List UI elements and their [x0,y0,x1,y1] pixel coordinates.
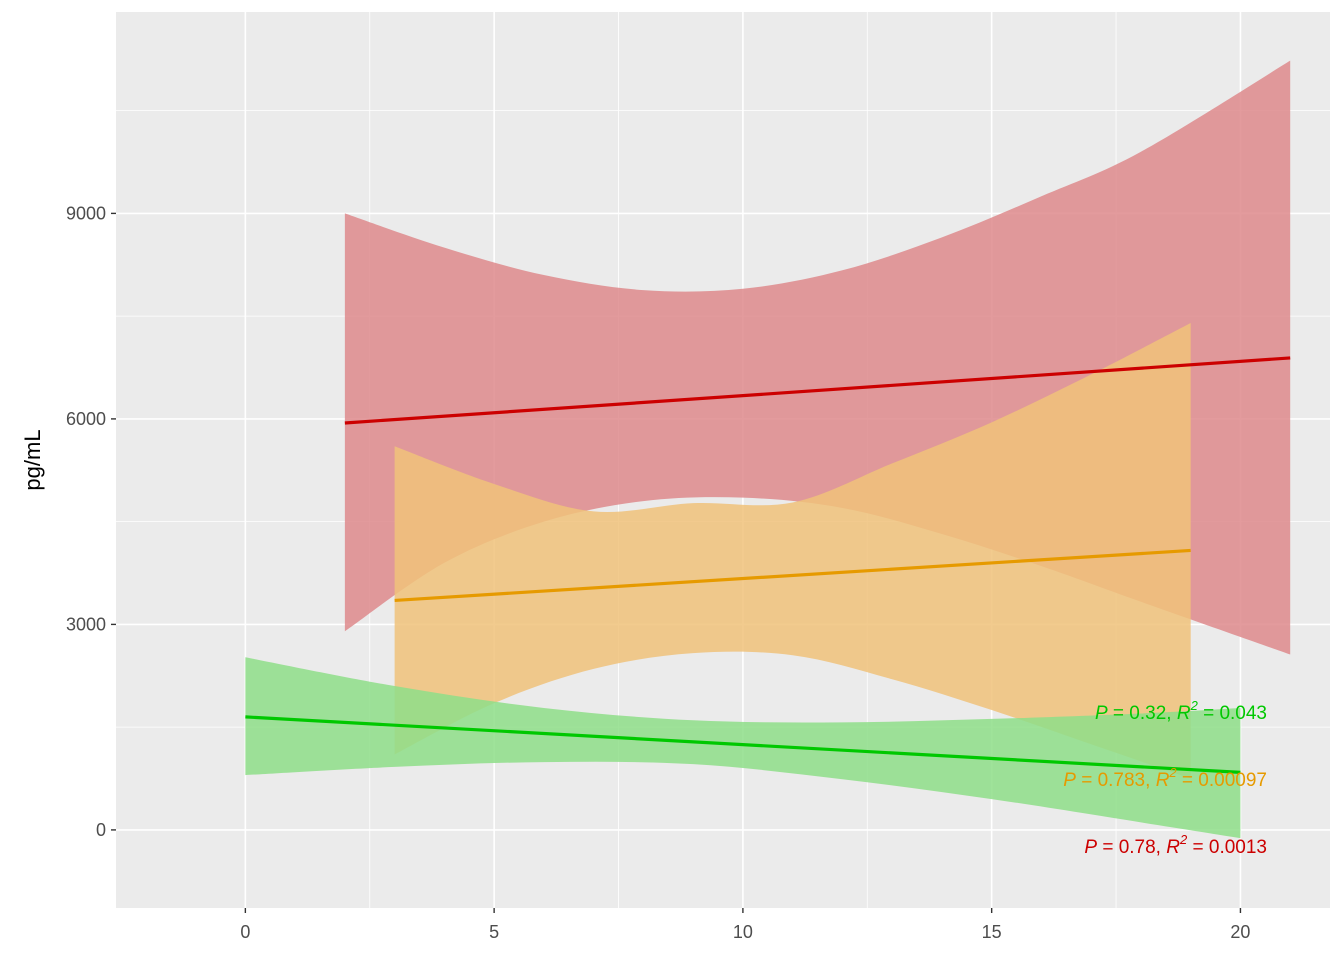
stats-annotation: P = 0.783, R2 = 0.00097 [1063,765,1267,791]
x-tick-label: 15 [982,922,1002,942]
fit-line [245,715,1241,774]
annotations: P = 0.78, R2 = 0.0013 P = 0.783, R2 = 0.0… [1063,698,1267,858]
x-tick-label: 5 [489,922,499,942]
fit-lines [245,356,1291,774]
y-tick-label: 3000 [66,614,106,634]
y-tick-label: 6000 [66,409,106,429]
confidence-bands [245,60,1291,839]
x-tick-label: 10 [733,922,753,942]
confidence-band [394,322,1191,779]
x-tick-label: 20 [1230,922,1250,942]
stats-annotation: P = 0.32, R2 = 0.043 [1095,698,1267,724]
y-axis-title: pg/mL [20,429,45,490]
fit-line [344,356,1291,425]
x-axis: 0 5 10 15 20 [240,908,1250,942]
x-tick-label: 0 [240,922,250,942]
y-tick-label: 9000 [66,203,106,223]
stats-annotation: P = 0.78, R2 = 0.0013 [1084,832,1267,858]
confidence-band [245,657,1241,839]
fit-line [394,548,1191,603]
y-axis: 0 3000 6000 9000 [66,203,116,840]
y-tick-label: 0 [96,820,106,840]
